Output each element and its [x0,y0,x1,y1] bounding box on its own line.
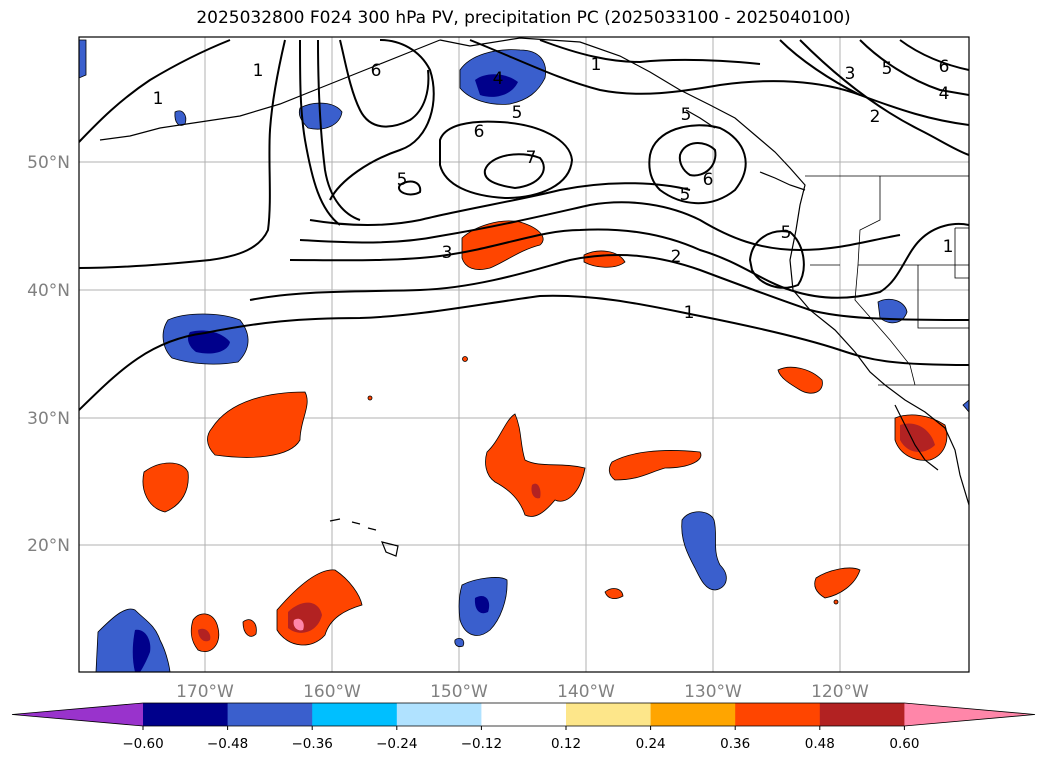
pv-label: 5 [781,223,792,243]
colorbar-tick-label: −0.36 [292,736,333,752]
colorbar-tick-label: −0.48 [207,736,248,752]
pv-label: 6 [371,61,382,81]
pv-label: 1 [153,89,164,109]
lon-label-120w: 120°W [811,682,869,702]
colorbar-tick-label: −0.24 [376,736,417,752]
latitude-labels: 50°N 40°N 30°N 20°N [27,153,70,556]
pv-label: 4 [939,84,950,104]
colorbar-segment [143,703,229,726]
pv-label: 3 [442,243,453,263]
pv-label: 6 [939,57,950,77]
colorbar-tick-label: 0.24 [636,736,666,752]
colorbar-segment [481,703,567,726]
pv-label: 1 [253,61,264,81]
lon-label-140w: 140°W [557,682,615,702]
positive-anomaly-shading [142,220,948,652]
map-title: 2025032800 F024 300 hPa PV, precipitatio… [196,8,851,28]
pv-contours [79,39,969,411]
colorbar-segment [312,703,398,726]
colorbar-segment [227,703,313,726]
pv-contour-labels: 1 1 6 4 5 6 7 5 3 5 6 5 2 1 5 1 3 5 6 4 … [153,55,954,323]
coastlines [99,37,969,557]
colorbar-tick-label: 0.12 [551,736,581,752]
political-borders [805,175,969,386]
pv-label: 4 [493,69,504,89]
pv-label: 5 [681,105,692,125]
lon-label-130w: 130°W [684,682,742,702]
pv-label: 6 [703,170,714,190]
negative-anomaly-shading [79,39,969,672]
lat-label-20n: 20°N [27,536,70,556]
colorbar-tick-label: −0.12 [461,736,502,752]
pv-label: 1 [591,55,602,75]
colorbar-segment [396,703,482,726]
pv-label: 5 [680,185,691,205]
lon-label-170w: 170°W [176,682,234,702]
colorbar-segment [650,703,736,726]
lon-label-150w: 150°W [430,682,488,702]
lat-label-30n: 30°N [27,409,70,429]
pv-label: 2 [870,107,881,127]
longitude-labels: 170°W 160°W 150°W 140°W 130°W 120°W [176,682,869,702]
pv-label: 1 [943,237,954,257]
map-frame [78,36,970,673]
colorbar-tick-label: 0.60 [889,736,919,752]
pv-label: 3 [845,64,856,84]
lon-label-160w: 160°W [303,682,361,702]
pv-label: 5 [882,59,893,79]
lat-label-40n: 40°N [27,281,70,301]
lat-label-50n: 50°N [27,153,70,173]
colorbar-tick-label: 0.48 [805,736,835,752]
colorbar-tick-label: 0.36 [720,736,750,752]
pv-label: 7 [526,148,537,168]
pv-label: 6 [474,122,485,142]
colorbar-extend-min [12,703,143,726]
colorbar-tick-label: −0.60 [122,736,163,752]
colorbar: −0.60 −0.48 −0.36 −0.24 −0.12 0.12 0.24 0.36 0.4… [11,702,1036,752]
pv-label: 1 [684,303,695,323]
pv-label: 2 [671,247,682,267]
colorbar-segment [819,703,905,726]
colorbar-segment [735,703,821,726]
pv-label: 5 [397,170,408,190]
pv-label: 5 [512,103,523,123]
colorbar-segment [566,703,652,726]
colorbar-extend-max [904,703,1035,726]
